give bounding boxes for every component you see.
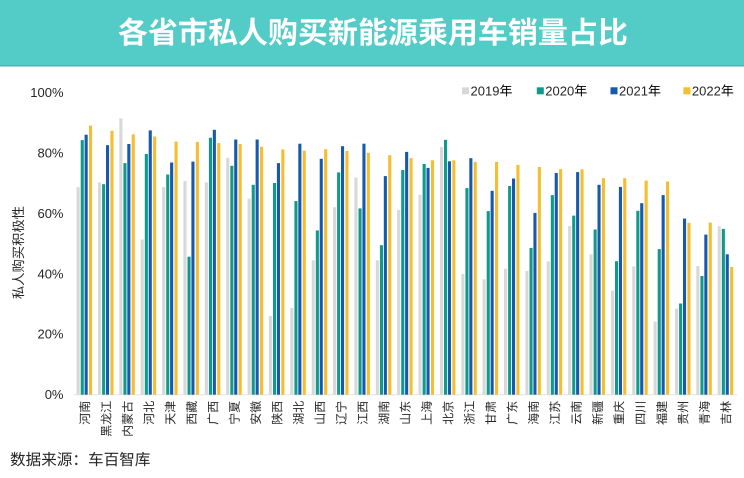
svg-text:2020: 2020 <box>545 83 574 98</box>
svg-text:2022: 2022 <box>692 83 721 98</box>
svg-text:80%: 80% <box>37 146 63 161</box>
svg-text:2021: 2021 <box>619 83 648 98</box>
svg-text:20%: 20% <box>37 327 63 342</box>
svg-text:40%: 40% <box>37 266 63 281</box>
svg-text:2019: 2019 <box>471 83 500 98</box>
svg-text:0%: 0% <box>45 387 64 402</box>
svg-text:100%: 100% <box>30 85 64 100</box>
svg-text:60%: 60% <box>37 206 63 221</box>
